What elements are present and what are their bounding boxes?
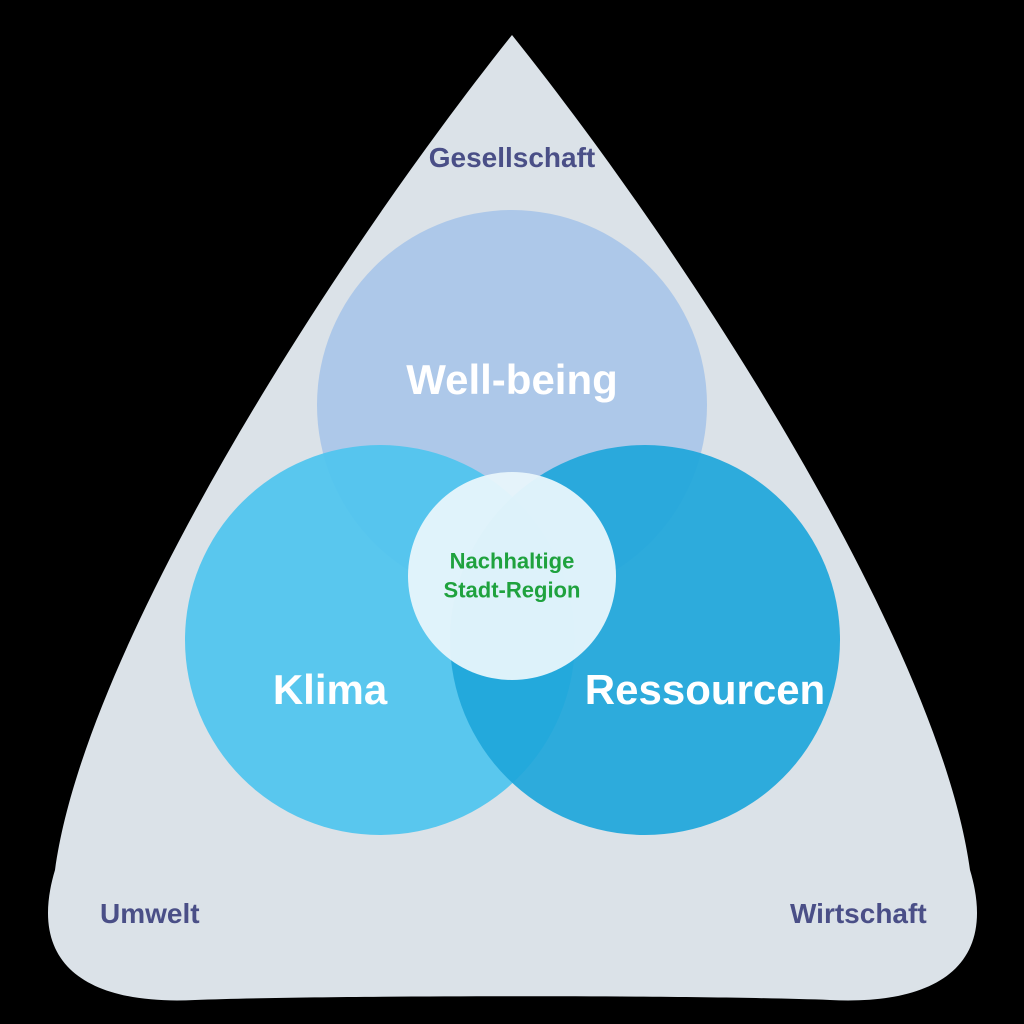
circle-label-ressourcen: Ressourcen: [585, 666, 825, 714]
venn-diagram-stage: Gesellschaft Umwelt Wirtschaft Well-bein…: [0, 0, 1024, 1024]
circle-label-wellbeing: Well-being: [406, 356, 618, 404]
circle-label-klima: Klima: [273, 666, 387, 714]
outer-label-right: Wirtschaft: [790, 898, 927, 930]
center-label-line1: Nachhaltige: [450, 548, 575, 573]
outer-label-top: Gesellschaft: [429, 142, 596, 174]
center-label: Nachhaltige Stadt-Region: [444, 547, 581, 604]
center-label-line2: Stadt-Region: [444, 577, 581, 602]
outer-label-left: Umwelt: [100, 898, 200, 930]
